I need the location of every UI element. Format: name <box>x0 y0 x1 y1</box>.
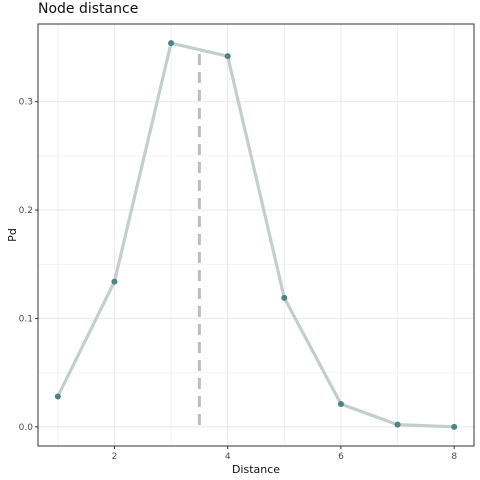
ticks-layer: 2 4 6 8 0.0 0.1 0.2 0.3 <box>19 98 458 462</box>
data-point <box>54 393 61 400</box>
x-tick-label: 2 <box>112 452 118 462</box>
x-tick-label: 6 <box>338 452 344 462</box>
y-tick-label: 0.2 <box>19 206 33 216</box>
x-axis-title: Distance <box>232 463 280 476</box>
y-axis-title: Pd <box>6 228 19 242</box>
x-tick-label: 8 <box>451 452 457 462</box>
data-point <box>111 278 118 285</box>
x-tick-label: 4 <box>225 452 231 462</box>
grid-layer <box>38 24 474 446</box>
data-point <box>168 40 175 47</box>
chart-title: Node distance <box>38 1 139 17</box>
data-point <box>394 421 401 428</box>
data-point <box>337 401 344 408</box>
points-layer <box>54 40 458 430</box>
data-point <box>451 423 458 430</box>
y-tick-label: 0.0 <box>19 423 34 433</box>
y-tick-label: 0.3 <box>19 98 33 108</box>
data-point <box>224 53 231 60</box>
series-layer <box>56 41 456 429</box>
y-tick-label: 0.1 <box>19 314 33 324</box>
panel-border <box>37 23 475 447</box>
data-point <box>281 294 288 301</box>
series-line <box>56 41 456 429</box>
